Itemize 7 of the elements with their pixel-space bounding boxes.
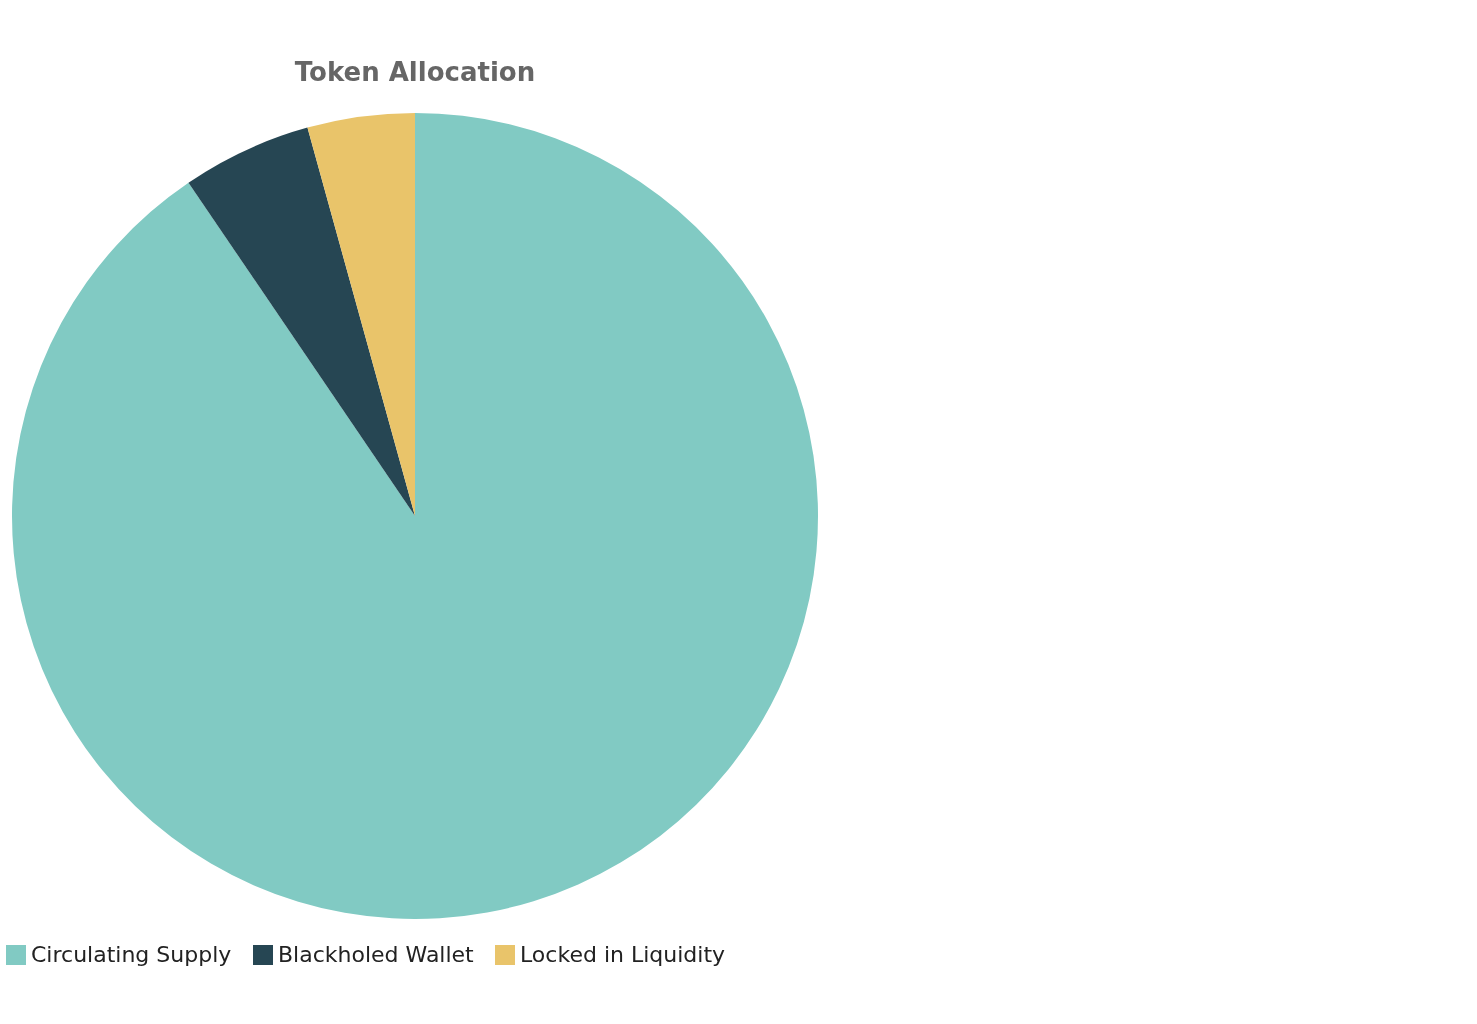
pie-slice <box>188 127 415 516</box>
legend-label: Blackholed Wallet <box>278 942 475 967</box>
legend-label: Locked in Liquidity <box>520 942 726 967</box>
pie-slice <box>12 113 818 919</box>
pie-slice <box>307 113 415 516</box>
legend-label: Circulating Supply <box>31 942 232 967</box>
chart-title: Token Allocation <box>294 57 536 87</box>
